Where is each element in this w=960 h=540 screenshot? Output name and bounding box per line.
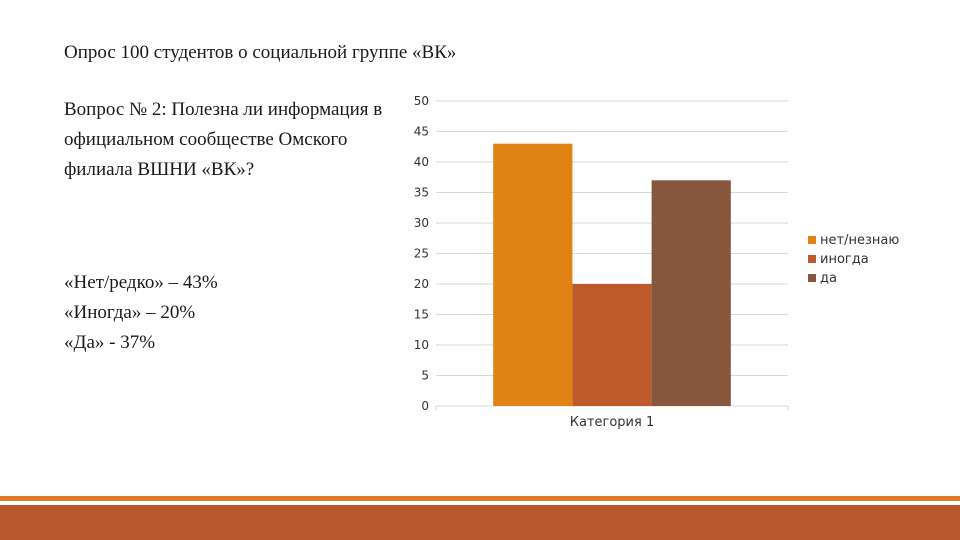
y-tick-label: 20 [414, 277, 429, 291]
bar-chart: 0 5 10 15 20 25 30 35 40 45 50 Категория 1 нет/незна… [414, 94, 900, 430]
legend-label: нет/незнаю [820, 233, 899, 248]
y-tick-label: 25 [414, 247, 429, 261]
y-tick-label: 0 [421, 399, 429, 413]
question-text: Вопрос № 2: Полезна ли информация в офиц… [64, 99, 383, 180]
footer-accent-line [0, 496, 960, 501]
answer-no: «Нет/редко» – 43% [64, 272, 218, 293]
y-tick-label: 15 [414, 308, 429, 322]
legend-label: да [820, 271, 837, 286]
bar-2 [572, 284, 652, 406]
y-tick-label: 5 [421, 369, 429, 383]
answer-yes: «Да» - 37% [64, 332, 156, 353]
legend-swatch [808, 274, 816, 282]
x-category-label: Категория 1 [570, 415, 654, 430]
bar-1 [493, 143, 573, 406]
answer-sometimes: «Иногда» – 20% [64, 302, 196, 323]
y-tick-label: 10 [414, 338, 429, 352]
slide-title: Опрос 100 студентов о социальной группе … [64, 42, 457, 63]
y-tick-label: 35 [414, 186, 429, 200]
legend-swatch [808, 236, 816, 244]
y-tick-label: 40 [414, 155, 429, 169]
bar-3 [651, 180, 731, 406]
y-tick-label: 50 [414, 94, 429, 108]
legend-swatch [808, 255, 816, 263]
legend-label: иногда [820, 252, 869, 267]
footer-bar [0, 505, 960, 540]
y-tick-label: 45 [414, 125, 429, 139]
answers-list: «Нет/редко» – 43% «Иногда» – 20% «Да» - … [64, 268, 384, 358]
y-tick-label: 30 [414, 216, 429, 230]
